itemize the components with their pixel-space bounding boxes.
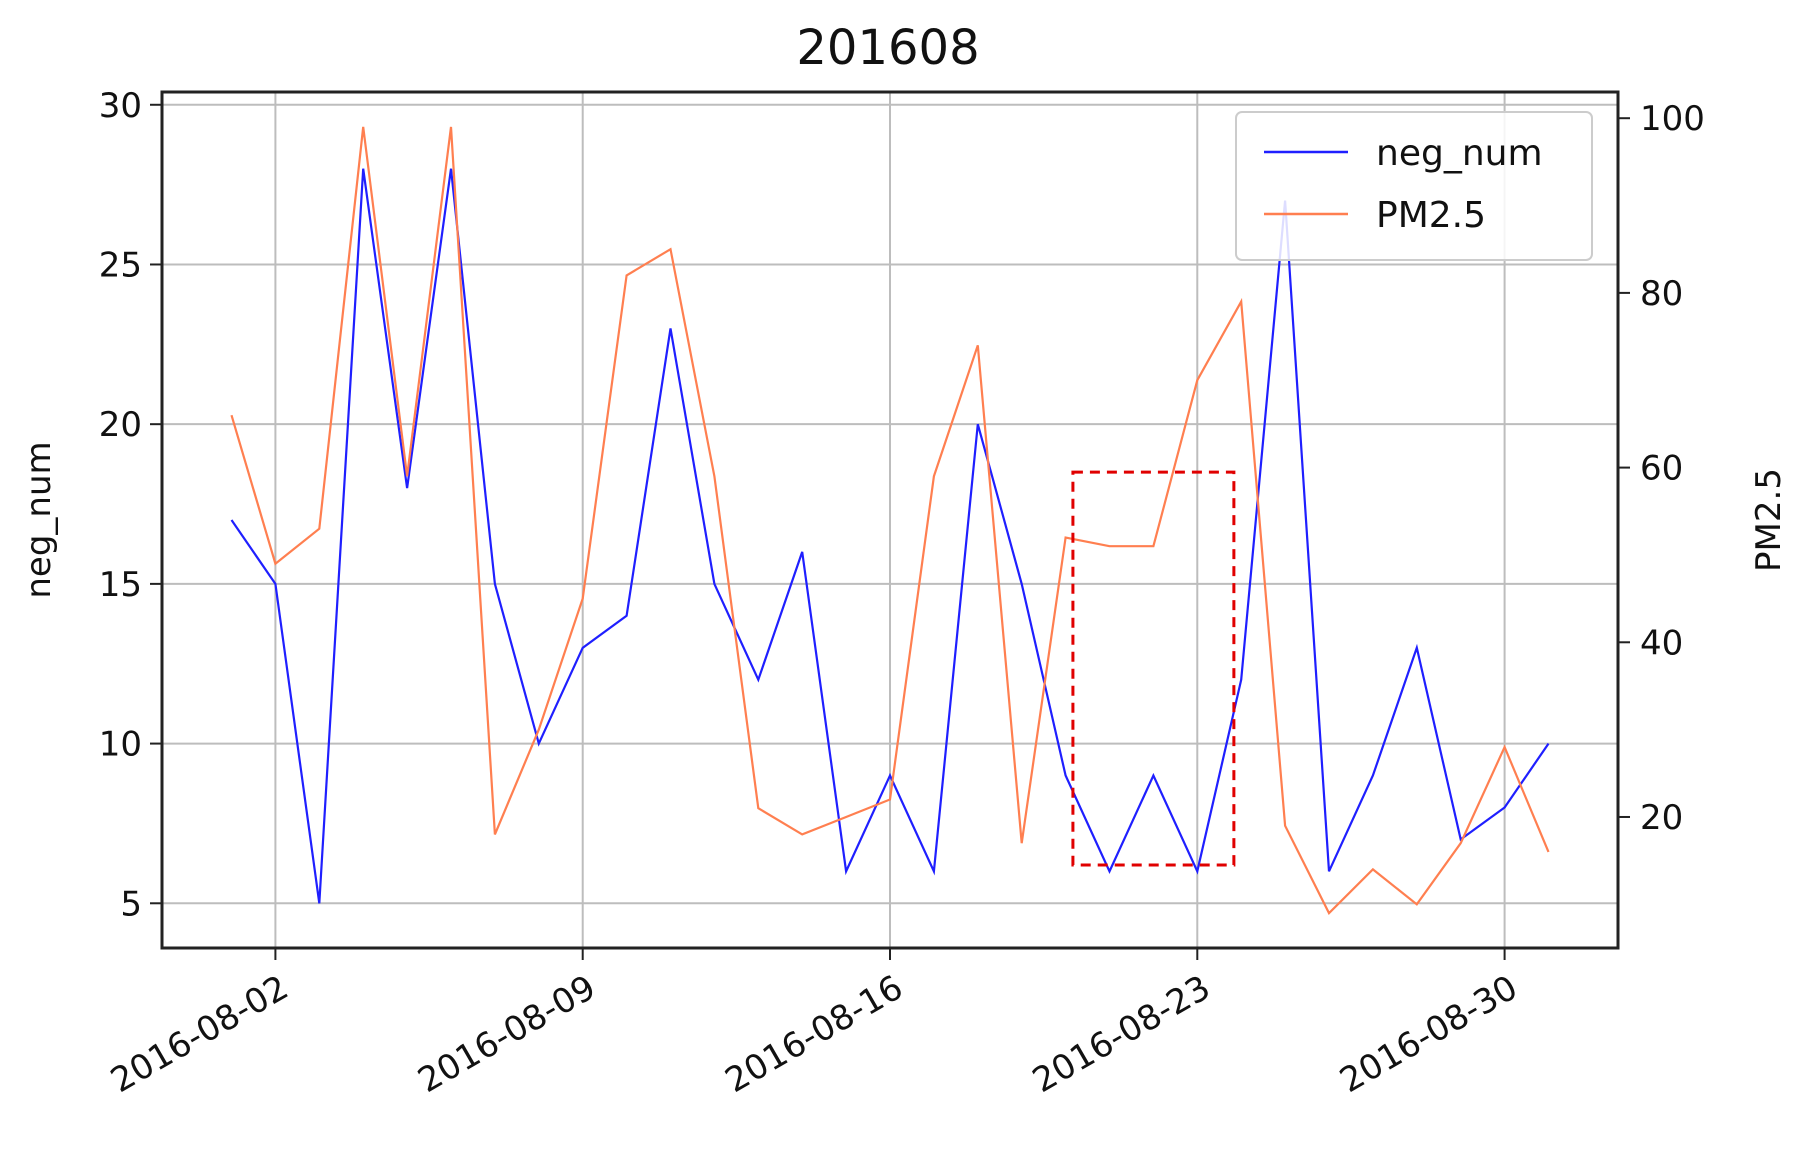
chart-title: 201608 (796, 20, 979, 76)
series-line-neg-num (230, 168, 1550, 904)
legend-label: neg_num (1376, 133, 1543, 174)
y-tick-label-left: 15 (99, 565, 142, 605)
y-tick-label-left: 20 (99, 405, 142, 445)
x-tick-label: 2016-08-02 (104, 968, 295, 1101)
grid (162, 92, 1618, 948)
x-tick-label: 2016-08-30 (1333, 968, 1524, 1101)
y-tick-label-left: 5 (120, 884, 142, 924)
y-tick-label-right: 80 (1640, 274, 1683, 314)
x-tick-label: 2016-08-23 (1026, 968, 1217, 1101)
y-tick-label-right: 20 (1640, 798, 1683, 838)
y-tick-label-left: 10 (99, 725, 142, 765)
legend: neg_num PM2.5 (1235, 111, 1593, 261)
y-tick-label-left: 25 (99, 245, 142, 285)
series-line-pm2-5 (230, 126, 1550, 915)
annotation-layer (1071, 470, 1236, 867)
legend-box (1235, 111, 1593, 261)
y-tick-label-left: 30 (99, 86, 142, 126)
series-layer (230, 126, 1550, 915)
y-tick-label-right: 40 (1640, 623, 1683, 663)
x-tick-label: 2016-08-09 (411, 968, 602, 1101)
y-axis-label-right: PM2.5 (1749, 468, 1789, 572)
y-tick-label-right: 60 (1640, 449, 1683, 489)
legend-label: PM2.5 (1376, 195, 1486, 236)
highlight-box (1071, 470, 1236, 867)
y-axis-label-left: neg_num (19, 441, 59, 598)
y-tick-label-right: 100 (1640, 99, 1705, 139)
x-tick-label: 2016-08-16 (719, 968, 910, 1101)
